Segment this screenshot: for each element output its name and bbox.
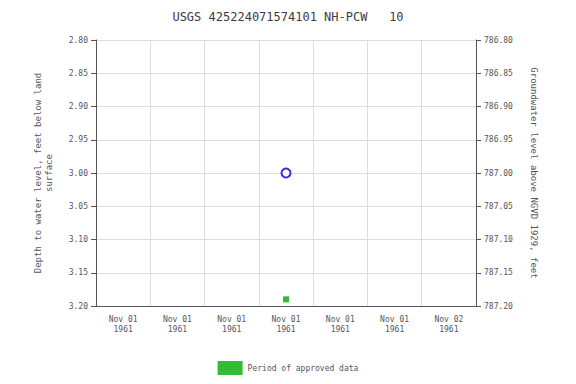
svg-text:1961: 1961 [385,325,404,334]
svg-text:786.95: 786.95 [484,135,513,144]
svg-text:3.20: 3.20 [69,302,88,311]
svg-text:787.10: 787.10 [484,235,513,244]
svg-text:1961: 1961 [331,325,350,334]
svg-text:2.95: 2.95 [69,135,88,144]
svg-text:surface: surface [44,154,54,192]
svg-text:Nov 01: Nov 01 [163,315,192,324]
svg-text:USGS 425224071574101 NH-PCW: USGS 425224071574101 NH-PCW 10 [172,10,403,24]
svg-text:2.85: 2.85 [69,69,88,78]
svg-text:Depth to water level, feet bel: Depth to water level, feet below land [33,73,43,273]
svg-text:787.05: 787.05 [484,202,513,211]
svg-text:3.05: 3.05 [69,202,88,211]
svg-text:Nov 01: Nov 01 [380,315,409,324]
svg-text:Period of approved data: Period of approved data [248,364,359,373]
svg-text:786.85: 786.85 [484,69,513,78]
svg-text:2.90: 2.90 [69,102,88,111]
svg-text:786.80: 786.80 [484,36,513,45]
svg-text:Nov 01: Nov 01 [217,315,246,324]
svg-text:Nov 01: Nov 01 [326,315,355,324]
svg-text:2.80: 2.80 [69,36,88,45]
svg-text:1961: 1961 [276,325,295,334]
svg-text:3.15: 3.15 [69,268,88,277]
svg-text:3.00: 3.00 [69,169,88,178]
svg-text:Nov 02: Nov 02 [434,315,463,324]
svg-text:1961: 1961 [439,325,458,334]
svg-text:787.00: 787.00 [484,169,513,178]
svg-text:1961: 1961 [222,325,241,334]
svg-text:Nov 01: Nov 01 [272,315,301,324]
svg-text:Groundwater level above NGVD 1: Groundwater level above NGVD 1929, feet [529,67,539,278]
svg-text:787.20: 787.20 [484,302,513,311]
svg-text:1961: 1961 [168,325,187,334]
svg-text:1961: 1961 [114,325,133,334]
svg-text:787.15: 787.15 [484,268,513,277]
svg-text:786.90: 786.90 [484,102,513,111]
svg-text:3.10: 3.10 [69,235,88,244]
svg-text:Nov 01: Nov 01 [109,315,138,324]
